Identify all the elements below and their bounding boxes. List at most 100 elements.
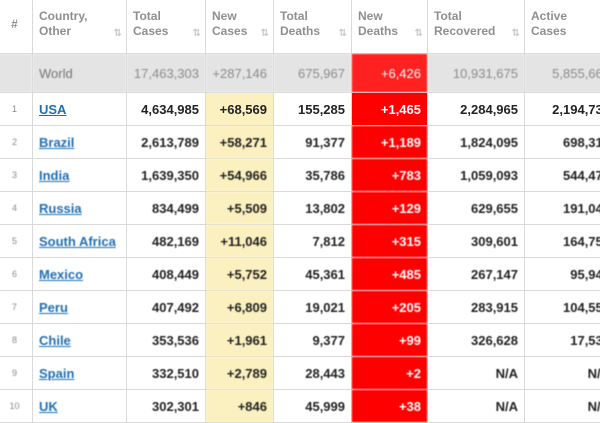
total-cases-cell: 482,169 <box>127 225 206 258</box>
total-recovered-cell: 10,931,675 <box>428 54 525 93</box>
total-deaths-cell: 13,802 <box>274 192 352 225</box>
total-recovered-cell: N/A <box>428 357 525 390</box>
new-deaths-cell: +205 <box>352 291 428 324</box>
world-total-row: World 17,463,303 +287,146 675,967 +6,426… <box>0 54 600 93</box>
country-link[interactable]: Chile <box>39 333 71 348</box>
new-deaths-cell: +1,189 <box>352 126 428 159</box>
rank-cell: 4 <box>0 192 33 225</box>
total-deaths-cell: 9,377 <box>274 324 352 357</box>
active-cases-cell: 698,317 <box>525 126 600 159</box>
total-recovered-cell: 1,824,095 <box>428 126 525 159</box>
total-cases-cell: 834,499 <box>127 192 206 225</box>
header-total-recovered[interactable]: Total Recovered⇅ <box>428 0 525 54</box>
new-cases-cell: +11,046 <box>206 225 274 258</box>
country-link[interactable]: South Africa <box>39 234 116 249</box>
total-recovered-cell: 629,655 <box>428 192 525 225</box>
active-cases-cell: 544,471 <box>525 159 600 192</box>
new-cases-cell: +1,961 <box>206 324 274 357</box>
header-total-cases[interactable]: Total Cases⇅ <box>127 0 206 54</box>
country-link[interactable]: UK <box>39 399 58 414</box>
country-cell: Spain <box>33 357 127 390</box>
active-cases-cell: 164,756 <box>525 225 600 258</box>
active-cases-cell: 95,941 <box>525 258 600 291</box>
country-link[interactable]: India <box>39 168 69 183</box>
header-new-deaths[interactable]: New Deaths⇅ <box>352 0 428 54</box>
rank-cell: 6 <box>0 258 33 291</box>
new-cases-cell: +5,509 <box>206 192 274 225</box>
total-cases-cell: 1,639,350 <box>127 159 206 192</box>
total-recovered-cell: 267,147 <box>428 258 525 291</box>
rank-cell: 7 <box>0 291 33 324</box>
country-link[interactable]: Peru <box>39 300 68 315</box>
header-country[interactable]: Country, Other⇅ <box>33 0 127 54</box>
total-cases-cell: 2,613,789 <box>127 126 206 159</box>
new-deaths-cell: +783 <box>352 159 428 192</box>
new-cases-cell: +6,809 <box>206 291 274 324</box>
new-deaths-cell: +1,465 <box>352 93 428 126</box>
sort-icon: ⇅ <box>415 26 421 41</box>
country-cell: Russia <box>33 192 127 225</box>
active-cases-cell: N/A <box>525 357 600 390</box>
rank-cell: 2 <box>0 126 33 159</box>
total-deaths-cell: 19,021 <box>274 291 352 324</box>
country-cell: World <box>33 54 127 93</box>
active-cases-cell: 17,531 <box>525 324 600 357</box>
new-deaths-cell: +129 <box>352 192 428 225</box>
total-deaths-cell: 155,285 <box>274 93 352 126</box>
country-cell: Chile <box>33 324 127 357</box>
sort-icon: ⇅ <box>261 26 267 41</box>
sort-icon: ⇅ <box>512 26 518 41</box>
new-deaths-cell: +2 <box>352 357 428 390</box>
country-cell: Peru <box>33 291 127 324</box>
new-cases-cell: +68,569 <box>206 93 274 126</box>
new-deaths-cell: +99 <box>352 324 428 357</box>
total-recovered-cell: 2,284,965 <box>428 93 525 126</box>
rank-cell <box>0 54 33 93</box>
new-deaths-cell: +485 <box>352 258 428 291</box>
country-link[interactable]: Mexico <box>39 267 83 282</box>
header-active-cases[interactable]: Active Cases⇅ <box>525 0 600 54</box>
rank-cell: 9 <box>0 357 33 390</box>
country-cell: USA <box>33 93 127 126</box>
sort-icon: ⇅ <box>193 26 199 41</box>
total-recovered-cell: 1,059,093 <box>428 159 525 192</box>
sort-icon: ⇅ <box>114 26 120 41</box>
new-cases-cell: +54,966 <box>206 159 274 192</box>
new-deaths-cell: +315 <box>352 225 428 258</box>
country-link[interactable]: Russia <box>39 201 82 216</box>
header-rank[interactable]: # <box>0 0 33 54</box>
total-cases-cell: 17,463,303 <box>127 54 206 93</box>
total-deaths-cell: 45,361 <box>274 258 352 291</box>
active-cases-cell: 2,194,735 <box>525 93 600 126</box>
total-deaths-cell: 28,443 <box>274 357 352 390</box>
total-cases-cell: 353,536 <box>127 324 206 357</box>
header-new-cases[interactable]: New Cases⇅ <box>206 0 274 54</box>
total-deaths-cell: 7,812 <box>274 225 352 258</box>
total-recovered-cell: 326,628 <box>428 324 525 357</box>
total-cases-cell: 407,492 <box>127 291 206 324</box>
active-cases-cell: 5,855,661 <box>525 54 600 93</box>
country-cell: India <box>33 159 127 192</box>
total-recovered-cell: 309,601 <box>428 225 525 258</box>
country-link[interactable]: Spain <box>39 366 74 381</box>
total-cases-cell: 332,510 <box>127 357 206 390</box>
header-total-deaths[interactable]: Total Deaths⇅ <box>274 0 352 54</box>
country-cell: Brazil <box>33 126 127 159</box>
country-link[interactable]: Brazil <box>39 135 74 150</box>
new-cases-cell: +287,146 <box>206 54 274 93</box>
rank-cell: 1 <box>0 93 33 126</box>
active-cases-cell: 191,042 <box>525 192 600 225</box>
total-cases-cell: 408,449 <box>127 258 206 291</box>
new-cases-cell: +5,752 <box>206 258 274 291</box>
rank-cell: 8 <box>0 324 33 357</box>
active-cases-cell: 104,556 <box>525 291 600 324</box>
country-link[interactable]: USA <box>39 102 66 117</box>
